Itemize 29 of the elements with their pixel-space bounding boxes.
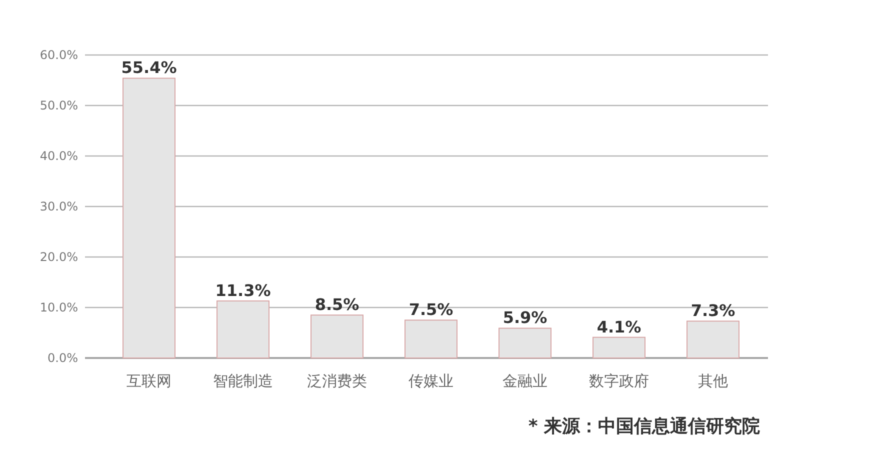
bar [122, 78, 176, 358]
x-tick-label: 金融业 [502, 372, 548, 390]
bar [404, 320, 458, 358]
x-tick-label: 互联网 [126, 372, 172, 390]
bar [310, 314, 364, 358]
bar [498, 328, 552, 358]
x-tick-label: 泛消费类 [307, 372, 367, 390]
x-tick-label: 数字政府 [589, 372, 649, 390]
data-label: 8.5% [314, 295, 360, 314]
y-tick-label: 20.0% [40, 250, 78, 264]
data-label: 7.5% [408, 300, 454, 320]
data-label: 55.4% [121, 58, 177, 78]
data-label: 4.1% [596, 317, 642, 336]
y-tick-label: 10.0% [40, 300, 78, 314]
text: * 来源：中国信息通信研究院 [528, 416, 760, 437]
x-tick-label: 传媒业 [408, 372, 454, 390]
bar [686, 320, 740, 358]
x-tick-label: 智能制造 [213, 372, 273, 390]
y-tick-label: 50.0% [40, 98, 78, 112]
bar [592, 336, 646, 358]
y-tick-label: 0.0% [48, 351, 78, 365]
bar [216, 300, 270, 358]
y-tick-label: 60.0% [40, 48, 78, 62]
y-tick-label: 40.0% [40, 149, 78, 163]
data-label: 7.3% [690, 301, 736, 320]
data-label: 5.9% [502, 308, 548, 328]
x-tick-label: 其他 [698, 372, 728, 390]
y-tick-label: 30.0% [40, 200, 78, 214]
data-label: 11.3% [215, 280, 271, 300]
